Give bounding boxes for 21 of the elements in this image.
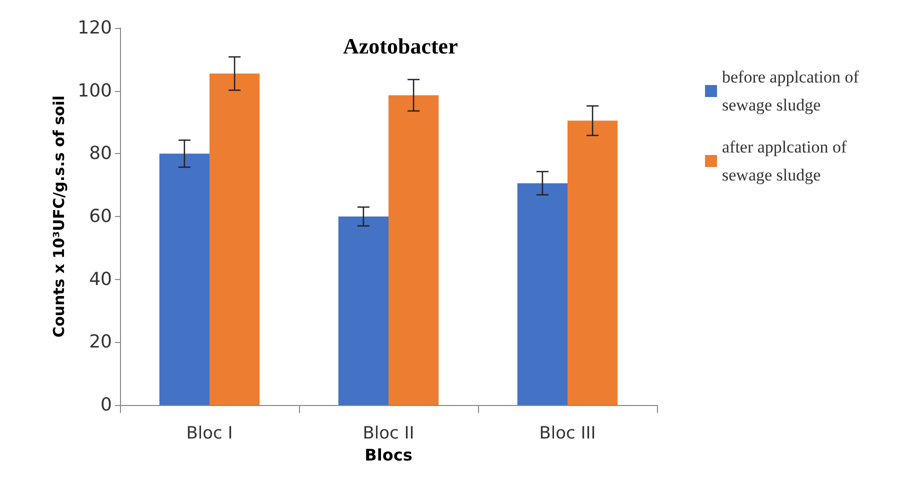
- y-tick-label: 120: [78, 18, 112, 38]
- chart-title: Azotobacter: [343, 34, 458, 58]
- x-tick-label: Bloc III: [539, 424, 596, 444]
- y-tick-label: 20: [89, 332, 112, 353]
- x-tick-label: Bloc II: [362, 424, 414, 444]
- y-tick-label: 80: [89, 143, 112, 164]
- y-tick-label: 0: [100, 394, 112, 416]
- y-tick-label: 100: [78, 80, 112, 102]
- y-tick-label: 40: [89, 268, 112, 290]
- bar: [517, 183, 568, 405]
- bar: [388, 95, 439, 405]
- bar: [159, 154, 210, 405]
- y-tick-label: 60: [89, 206, 112, 227]
- bar: [338, 216, 388, 405]
- y-axis-title: Counts x 10³UFC/g.s.s of soil: [50, 95, 68, 338]
- legend-label: after applcation of sewage sludge: [722, 138, 851, 184]
- bar: [568, 120, 618, 405]
- legend-label: before applcation of sewage sludge: [722, 68, 864, 114]
- x-tick-label: Bloc I: [186, 424, 233, 444]
- x-axis-title: Blocs: [364, 446, 412, 464]
- bar: [210, 74, 260, 405]
